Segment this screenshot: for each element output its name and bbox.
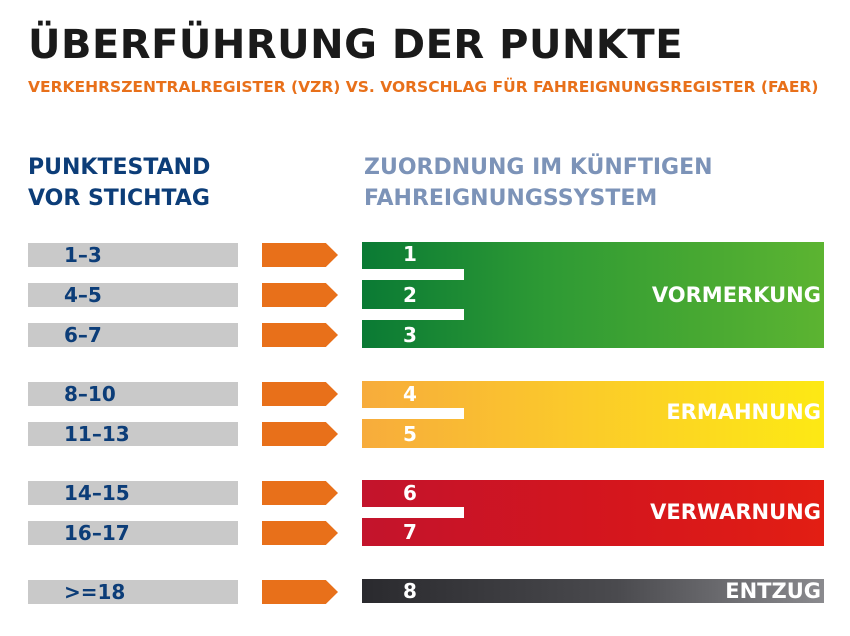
row-separator	[362, 408, 464, 419]
mapping-arrow-7	[262, 521, 338, 545]
target-points-5: 5	[403, 422, 417, 446]
page-title: ÜBERFÜHRUNG DER PUNKTE	[28, 22, 684, 68]
group-label-verwarnung: VERWARNUNG	[650, 500, 821, 524]
source-range-3: 6–7	[28, 323, 238, 347]
target-column-header: ZUORDNUNG IM KÜNFTIGEN FAHREIGNUNGSSYSTE…	[364, 152, 713, 214]
group-label-entzug: ENTZUG	[725, 579, 821, 603]
source-range-1: 1–3	[28, 243, 238, 267]
target-column-header-line2: FAHREIGNUNGSSYSTEM	[364, 186, 658, 211]
page-subtitle: VERKEHRSZENTRALREGISTER (VZR) VS. VORSCH…	[28, 78, 819, 96]
source-range-2: 4–5	[28, 283, 238, 307]
group-vormerkung: 1 2 3 VORMERKUNG	[362, 242, 824, 348]
group-label-ermahnung: ERMAHNUNG	[666, 400, 821, 424]
source-column-header-line2: VOR STICHTAG	[28, 186, 210, 211]
target-points-6: 6	[403, 481, 417, 505]
source-column-header-line1: PUNKTESTAND	[28, 155, 211, 180]
mapping-arrow-6	[262, 481, 338, 505]
source-column-header: PUNKTESTAND VOR STICHTAG	[28, 152, 210, 214]
group-verwarnung: 6 7 VERWARNUNG	[362, 480, 824, 546]
source-range-5: 11–13	[28, 422, 238, 446]
target-points-2: 2	[403, 283, 417, 307]
group-label-vormerkung: VORMERKUNG	[651, 283, 821, 307]
target-points-3: 3	[403, 323, 417, 347]
row-separator	[362, 507, 464, 518]
target-column-header-line1: ZUORDNUNG IM KÜNFTIGEN	[364, 155, 713, 180]
target-points-8: 8	[403, 579, 417, 603]
source-range-4: 8–10	[28, 382, 238, 406]
mapping-arrow-2	[262, 283, 338, 307]
target-points-1: 1	[403, 242, 417, 266]
source-range-8: >=18	[28, 580, 238, 604]
mapping-arrow-1	[262, 243, 338, 267]
mapping-arrow-5	[262, 422, 338, 446]
row-separator	[362, 309, 464, 320]
row-separator	[362, 269, 464, 280]
mapping-arrow-4	[262, 382, 338, 406]
target-points-4: 4	[403, 382, 417, 406]
group-entzug: 8 ENTZUG	[362, 579, 824, 603]
mapping-arrow-3	[262, 323, 338, 347]
source-range-6: 14–15	[28, 481, 238, 505]
group-ermahnung: 4 5 ERMAHNUNG	[362, 381, 824, 448]
source-range-7: 16–17	[28, 521, 238, 545]
mapping-arrow-8	[262, 580, 338, 604]
target-points-7: 7	[403, 520, 417, 544]
